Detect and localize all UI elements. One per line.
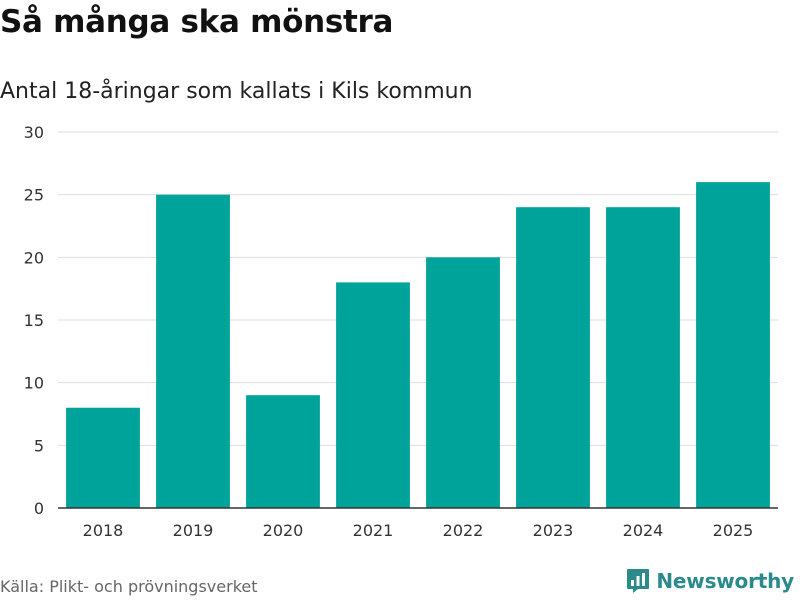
x-tick-label: 2025 (713, 521, 754, 540)
bar-2025 (696, 182, 770, 508)
x-tick-label: 2023 (533, 521, 574, 540)
x-tick-label: 2020 (263, 521, 304, 540)
x-tick-label: 2022 (443, 521, 484, 540)
x-tick-label: 2019 (173, 521, 214, 540)
source-note: Källa: Plikt- och prövningsverket (0, 577, 258, 596)
x-tick-label: 2021 (353, 521, 394, 540)
x-tick-label: 2024 (623, 521, 664, 540)
chart-title: Så många ska mönstra (0, 4, 394, 40)
y-tick-label: 25 (24, 186, 44, 205)
bar-2019 (156, 194, 230, 508)
bar-2022 (426, 257, 500, 508)
bar-chart-logo-icon (627, 569, 650, 593)
y-tick-label: 20 (24, 248, 44, 267)
x-tick-label: 2018 (83, 521, 124, 540)
chart-subtitle: Antal 18-åringar som kallats i Kils komm… (0, 79, 473, 104)
y-tick-label: 30 (24, 123, 44, 142)
brand-name: Newsworthy (656, 569, 794, 593)
brand-logo: Newsworthy (626, 568, 794, 594)
bar-2021 (336, 282, 410, 508)
bar-2024 (606, 207, 680, 508)
y-tick-label: 5 (34, 436, 44, 455)
y-tick-label: 10 (24, 374, 44, 393)
y-tick-label: 15 (24, 311, 44, 330)
bar-2023 (516, 207, 590, 508)
bar-2018 (66, 407, 140, 508)
y-tick-label: 0 (34, 499, 44, 518)
bar-2020 (246, 395, 320, 508)
